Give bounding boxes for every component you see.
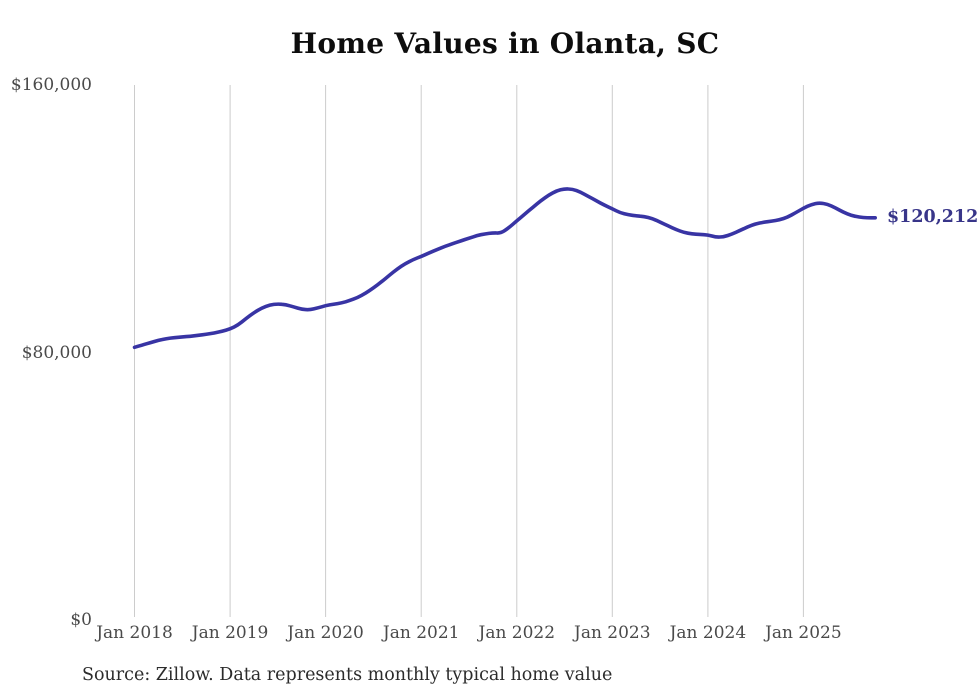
vertical-gridlines	[134, 85, 804, 617]
x-tick-label-jan-2023: Jan 2023	[574, 623, 651, 643]
x-tick-label-jan-2025: Jan 2025	[765, 623, 842, 643]
y-tick-label-160000: $160,000	[10, 75, 92, 95]
x-tick-label-jan-2020: Jan 2020	[287, 623, 364, 643]
x-tick-label-jan-2021: Jan 2021	[382, 623, 460, 643]
latest-value-label: $120,212	[887, 207, 979, 227]
source-note: Source: Zillow. Data represents monthly …	[82, 665, 613, 685]
y-tick-label-80000: $80,000	[21, 343, 92, 363]
value-line	[132, 187, 877, 350]
y-tick-label-0: $0	[70, 610, 92, 630]
x-tick-label-jan-2018: Jan 2018	[96, 623, 173, 643]
x-tick-label-jan-2019: Jan 2019	[191, 623, 269, 643]
x-tick-label-jan-2022: Jan 2022	[478, 623, 556, 643]
chart-title: Home Values in Olanta, SC	[290, 27, 720, 60]
x-tick-label-jan-2024: Jan 2024	[669, 623, 747, 643]
